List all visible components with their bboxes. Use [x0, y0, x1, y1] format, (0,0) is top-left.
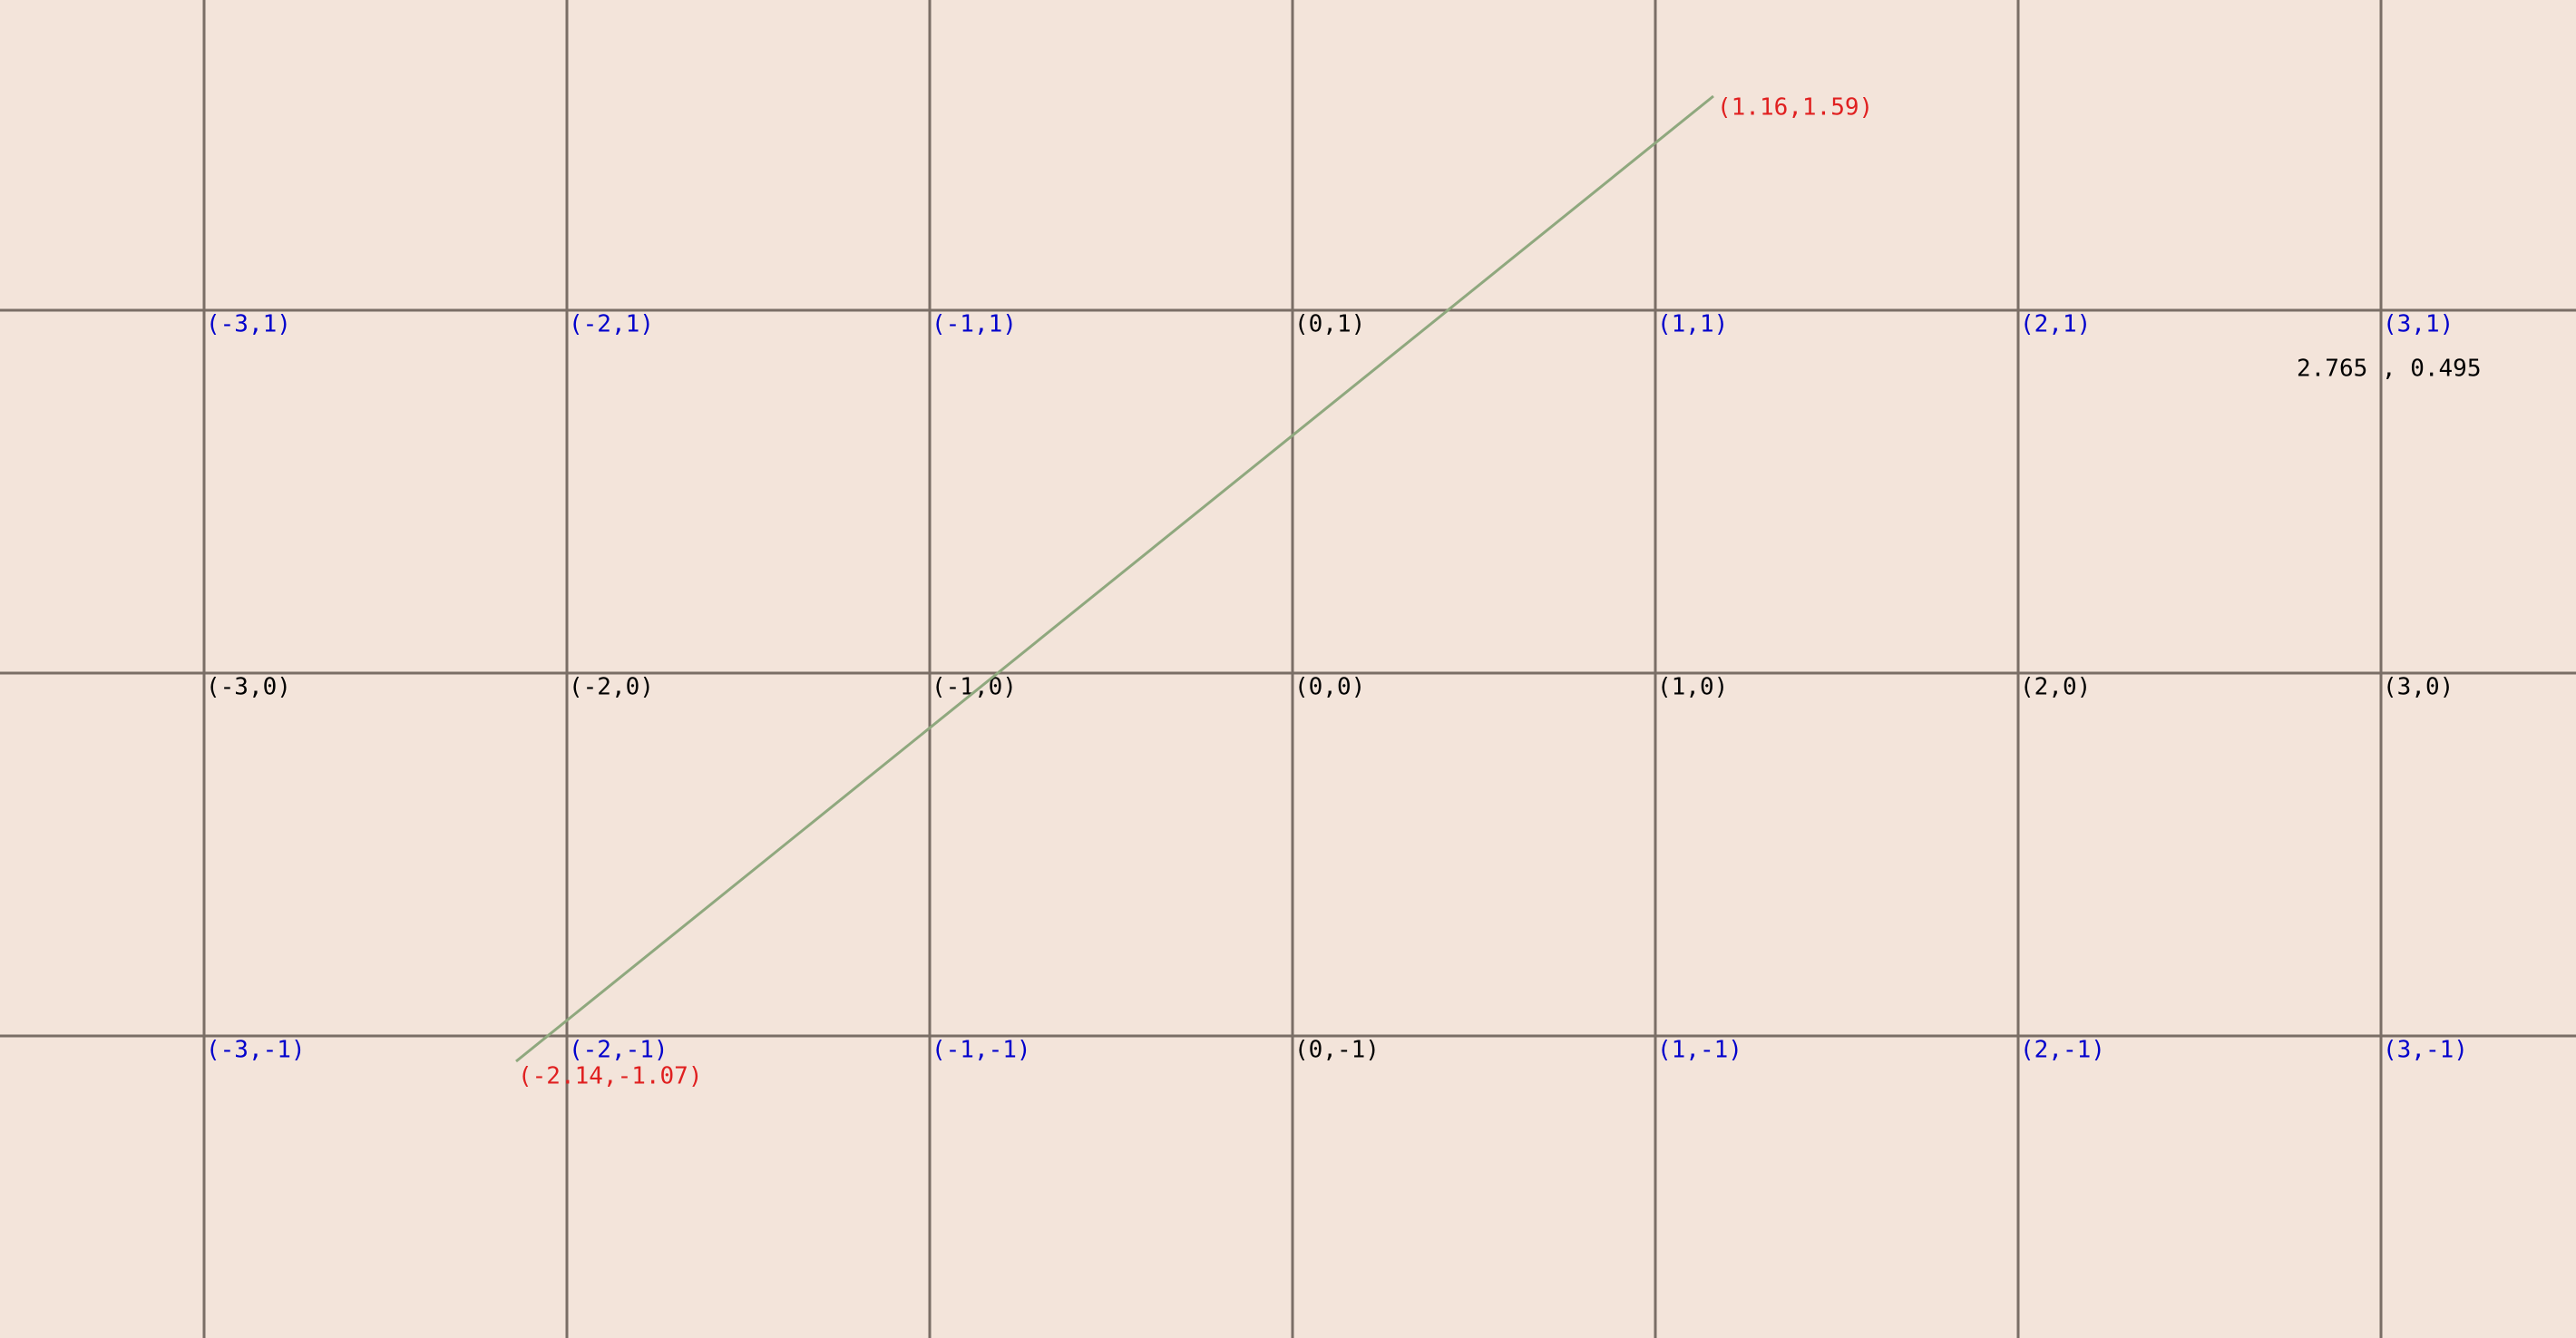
grid-point-label: (0,0)	[1294, 673, 1365, 700]
grid-point-label: (-1,1)	[932, 310, 1017, 337]
grid-point-label: (2,-1)	[2020, 1036, 2105, 1063]
grid-point-label: (3,-1)	[2383, 1036, 2468, 1063]
segment-start-label: (-2.14,-1.07)	[518, 1062, 703, 1089]
grid-point-label: (3,0)	[2383, 673, 2454, 700]
grid-point-label: (2,0)	[2020, 673, 2091, 700]
grid-point-label: (-2,0)	[569, 673, 654, 700]
segment-line	[515, 94, 1714, 1063]
grid-point-label: (-2,-1)	[569, 1036, 668, 1063]
grid-point-label: (1,0)	[1657, 673, 1728, 700]
grid-point-label: (2,1)	[2020, 310, 2091, 337]
grid-point-label: (-3,1)	[206, 310, 291, 337]
grid-point-label: (-3,0)	[206, 673, 291, 700]
grid-point-label: (1,1)	[1657, 310, 1728, 337]
cursor-coordinates: 2.765 , 0.495	[2297, 355, 2482, 382]
grid-point-label: (-3,-1)	[206, 1036, 306, 1063]
grid-point-label: (3,1)	[2383, 310, 2454, 337]
grid-point-label: (-1,-1)	[932, 1036, 1031, 1063]
grid-point-label: (-1,0)	[932, 673, 1017, 700]
grid-point-label: (0,-1)	[1294, 1036, 1380, 1063]
grid-point-label: (0,1)	[1294, 310, 1365, 337]
grid-point-label: (-2,1)	[569, 310, 654, 337]
segment-end-label: (1.16,1.59)	[1717, 93, 1873, 121]
grid-point-label: (1,-1)	[1657, 1036, 1742, 1063]
